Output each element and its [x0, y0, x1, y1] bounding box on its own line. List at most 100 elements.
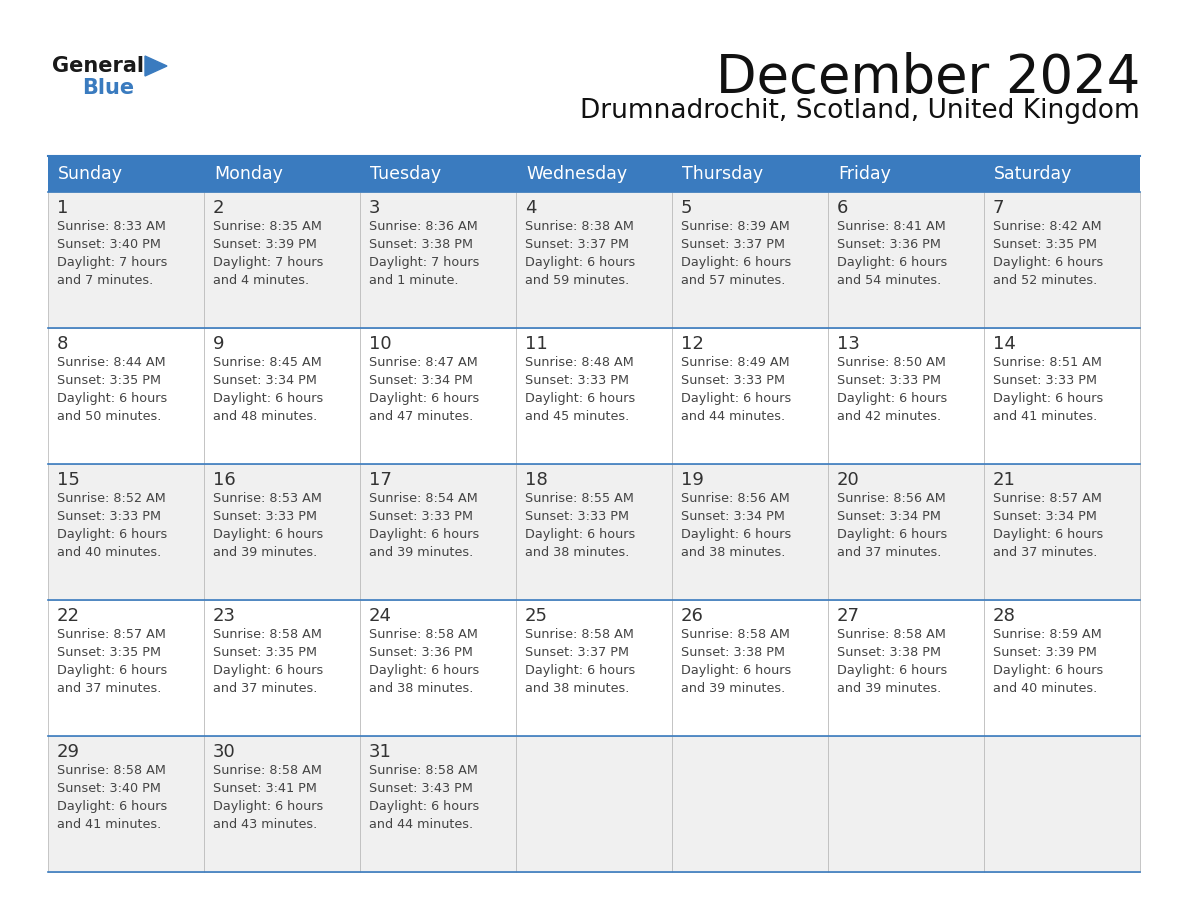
Text: Sunrise: 8:56 AM
Sunset: 3:34 PM
Daylight: 6 hours
and 37 minutes.: Sunrise: 8:56 AM Sunset: 3:34 PM Dayligh… — [838, 492, 947, 559]
Text: Sunrise: 8:54 AM
Sunset: 3:33 PM
Daylight: 6 hours
and 39 minutes.: Sunrise: 8:54 AM Sunset: 3:33 PM Dayligh… — [369, 492, 479, 559]
Text: 8: 8 — [57, 335, 69, 353]
Text: 31: 31 — [369, 743, 392, 761]
Bar — [516, 736, 672, 872]
Text: Sunday: Sunday — [58, 165, 124, 183]
Bar — [48, 736, 204, 872]
Text: 25: 25 — [525, 607, 548, 625]
Bar — [984, 328, 1140, 464]
Text: Sunrise: 8:42 AM
Sunset: 3:35 PM
Daylight: 6 hours
and 52 minutes.: Sunrise: 8:42 AM Sunset: 3:35 PM Dayligh… — [993, 220, 1104, 287]
Text: 21: 21 — [993, 471, 1016, 489]
Text: 15: 15 — [57, 471, 80, 489]
Text: 29: 29 — [57, 743, 80, 761]
Bar — [204, 464, 360, 600]
Text: Thursday: Thursday — [682, 165, 763, 183]
Text: Sunrise: 8:44 AM
Sunset: 3:35 PM
Daylight: 6 hours
and 50 minutes.: Sunrise: 8:44 AM Sunset: 3:35 PM Dayligh… — [57, 356, 168, 423]
Text: Sunrise: 8:51 AM
Sunset: 3:33 PM
Daylight: 6 hours
and 41 minutes.: Sunrise: 8:51 AM Sunset: 3:33 PM Dayligh… — [993, 356, 1104, 423]
Text: Sunrise: 8:58 AM
Sunset: 3:37 PM
Daylight: 6 hours
and 38 minutes.: Sunrise: 8:58 AM Sunset: 3:37 PM Dayligh… — [525, 628, 636, 695]
Bar — [672, 156, 828, 192]
Text: Tuesday: Tuesday — [369, 165, 441, 183]
Text: Sunrise: 8:58 AM
Sunset: 3:38 PM
Daylight: 6 hours
and 39 minutes.: Sunrise: 8:58 AM Sunset: 3:38 PM Dayligh… — [838, 628, 947, 695]
Text: Sunrise: 8:55 AM
Sunset: 3:33 PM
Daylight: 6 hours
and 38 minutes.: Sunrise: 8:55 AM Sunset: 3:33 PM Dayligh… — [525, 492, 636, 559]
Text: 11: 11 — [525, 335, 548, 353]
Text: 9: 9 — [213, 335, 225, 353]
Text: Sunrise: 8:52 AM
Sunset: 3:33 PM
Daylight: 6 hours
and 40 minutes.: Sunrise: 8:52 AM Sunset: 3:33 PM Dayligh… — [57, 492, 168, 559]
Text: 24: 24 — [369, 607, 392, 625]
Text: Blue: Blue — [82, 78, 134, 98]
Bar — [48, 192, 204, 328]
Text: 7: 7 — [993, 199, 1005, 217]
Text: 26: 26 — [681, 607, 703, 625]
Bar — [516, 156, 672, 192]
Text: Sunrise: 8:38 AM
Sunset: 3:37 PM
Daylight: 6 hours
and 59 minutes.: Sunrise: 8:38 AM Sunset: 3:37 PM Dayligh… — [525, 220, 636, 287]
Text: Sunrise: 8:53 AM
Sunset: 3:33 PM
Daylight: 6 hours
and 39 minutes.: Sunrise: 8:53 AM Sunset: 3:33 PM Dayligh… — [213, 492, 323, 559]
Bar — [360, 328, 516, 464]
Bar — [204, 328, 360, 464]
Bar — [204, 156, 360, 192]
Text: Monday: Monday — [214, 165, 283, 183]
Text: Sunrise: 8:45 AM
Sunset: 3:34 PM
Daylight: 6 hours
and 48 minutes.: Sunrise: 8:45 AM Sunset: 3:34 PM Dayligh… — [213, 356, 323, 423]
Text: 6: 6 — [838, 199, 848, 217]
Text: Sunrise: 8:57 AM
Sunset: 3:35 PM
Daylight: 6 hours
and 37 minutes.: Sunrise: 8:57 AM Sunset: 3:35 PM Dayligh… — [57, 628, 168, 695]
Bar — [672, 600, 828, 736]
Polygon shape — [145, 56, 168, 76]
Text: 27: 27 — [838, 607, 860, 625]
Text: Sunrise: 8:58 AM
Sunset: 3:41 PM
Daylight: 6 hours
and 43 minutes.: Sunrise: 8:58 AM Sunset: 3:41 PM Dayligh… — [213, 764, 323, 831]
Text: Sunrise: 8:58 AM
Sunset: 3:35 PM
Daylight: 6 hours
and 37 minutes.: Sunrise: 8:58 AM Sunset: 3:35 PM Dayligh… — [213, 628, 323, 695]
Bar — [360, 600, 516, 736]
Text: 14: 14 — [993, 335, 1016, 353]
Text: Sunrise: 8:57 AM
Sunset: 3:34 PM
Daylight: 6 hours
and 37 minutes.: Sunrise: 8:57 AM Sunset: 3:34 PM Dayligh… — [993, 492, 1104, 559]
Text: 3: 3 — [369, 199, 380, 217]
Bar — [828, 192, 984, 328]
Text: Sunrise: 8:48 AM
Sunset: 3:33 PM
Daylight: 6 hours
and 45 minutes.: Sunrise: 8:48 AM Sunset: 3:33 PM Dayligh… — [525, 356, 636, 423]
Text: Sunrise: 8:39 AM
Sunset: 3:37 PM
Daylight: 6 hours
and 57 minutes.: Sunrise: 8:39 AM Sunset: 3:37 PM Dayligh… — [681, 220, 791, 287]
Bar — [672, 736, 828, 872]
Text: Sunrise: 8:56 AM
Sunset: 3:34 PM
Daylight: 6 hours
and 38 minutes.: Sunrise: 8:56 AM Sunset: 3:34 PM Dayligh… — [681, 492, 791, 559]
Bar — [984, 600, 1140, 736]
Bar — [48, 328, 204, 464]
Bar — [204, 192, 360, 328]
Text: Sunrise: 8:50 AM
Sunset: 3:33 PM
Daylight: 6 hours
and 42 minutes.: Sunrise: 8:50 AM Sunset: 3:33 PM Dayligh… — [838, 356, 947, 423]
Text: 20: 20 — [838, 471, 860, 489]
Bar — [828, 600, 984, 736]
Text: 12: 12 — [681, 335, 703, 353]
Text: 30: 30 — [213, 743, 235, 761]
Bar — [672, 464, 828, 600]
Bar — [360, 464, 516, 600]
Bar — [360, 156, 516, 192]
Bar — [984, 736, 1140, 872]
Bar — [828, 156, 984, 192]
Text: 1: 1 — [57, 199, 69, 217]
Bar — [516, 192, 672, 328]
Text: Sunrise: 8:58 AM
Sunset: 3:38 PM
Daylight: 6 hours
and 39 minutes.: Sunrise: 8:58 AM Sunset: 3:38 PM Dayligh… — [681, 628, 791, 695]
Bar — [48, 156, 204, 192]
Text: Sunrise: 8:47 AM
Sunset: 3:34 PM
Daylight: 6 hours
and 47 minutes.: Sunrise: 8:47 AM Sunset: 3:34 PM Dayligh… — [369, 356, 479, 423]
Text: Sunrise: 8:35 AM
Sunset: 3:39 PM
Daylight: 7 hours
and 4 minutes.: Sunrise: 8:35 AM Sunset: 3:39 PM Dayligh… — [213, 220, 323, 287]
Text: 18: 18 — [525, 471, 548, 489]
Text: Sunrise: 8:59 AM
Sunset: 3:39 PM
Daylight: 6 hours
and 40 minutes.: Sunrise: 8:59 AM Sunset: 3:39 PM Dayligh… — [993, 628, 1104, 695]
Text: Wednesday: Wednesday — [526, 165, 627, 183]
Text: Friday: Friday — [838, 165, 891, 183]
Bar — [48, 600, 204, 736]
Bar — [984, 156, 1140, 192]
Text: Saturday: Saturday — [994, 165, 1073, 183]
Text: 10: 10 — [369, 335, 392, 353]
Text: 17: 17 — [369, 471, 392, 489]
Bar — [204, 600, 360, 736]
Bar — [360, 192, 516, 328]
Text: Sunrise: 8:41 AM
Sunset: 3:36 PM
Daylight: 6 hours
and 54 minutes.: Sunrise: 8:41 AM Sunset: 3:36 PM Dayligh… — [838, 220, 947, 287]
Bar — [360, 736, 516, 872]
Text: General: General — [52, 56, 144, 76]
Bar — [48, 464, 204, 600]
Text: 28: 28 — [993, 607, 1016, 625]
Text: 16: 16 — [213, 471, 235, 489]
Text: 5: 5 — [681, 199, 693, 217]
Text: Drumnadrochit, Scotland, United Kingdom: Drumnadrochit, Scotland, United Kingdom — [580, 98, 1140, 124]
Text: Sunrise: 8:58 AM
Sunset: 3:43 PM
Daylight: 6 hours
and 44 minutes.: Sunrise: 8:58 AM Sunset: 3:43 PM Dayligh… — [369, 764, 479, 831]
Text: 23: 23 — [213, 607, 236, 625]
Text: Sunrise: 8:58 AM
Sunset: 3:40 PM
Daylight: 6 hours
and 41 minutes.: Sunrise: 8:58 AM Sunset: 3:40 PM Dayligh… — [57, 764, 168, 831]
Bar — [828, 464, 984, 600]
Text: Sunrise: 8:58 AM
Sunset: 3:36 PM
Daylight: 6 hours
and 38 minutes.: Sunrise: 8:58 AM Sunset: 3:36 PM Dayligh… — [369, 628, 479, 695]
Bar — [204, 736, 360, 872]
Text: Sunrise: 8:49 AM
Sunset: 3:33 PM
Daylight: 6 hours
and 44 minutes.: Sunrise: 8:49 AM Sunset: 3:33 PM Dayligh… — [681, 356, 791, 423]
Bar — [828, 736, 984, 872]
